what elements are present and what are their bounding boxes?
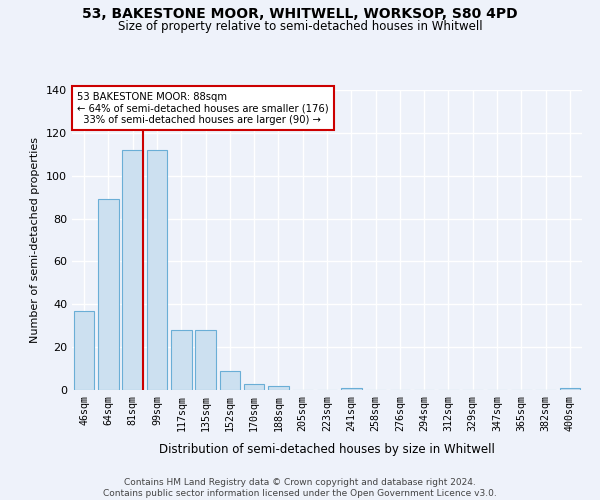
Bar bbox=[146, 150, 167, 390]
Bar bbox=[122, 150, 143, 390]
Text: 53, BAKESTONE MOOR, WHITWELL, WORKSOP, S80 4PD: 53, BAKESTONE MOOR, WHITWELL, WORKSOP, S… bbox=[82, 8, 518, 22]
Bar bbox=[244, 384, 265, 390]
Y-axis label: Number of semi-detached properties: Number of semi-detached properties bbox=[31, 137, 40, 343]
Bar bbox=[560, 388, 580, 390]
Bar bbox=[220, 370, 240, 390]
Text: Distribution of semi-detached houses by size in Whitwell: Distribution of semi-detached houses by … bbox=[159, 442, 495, 456]
Bar bbox=[171, 330, 191, 390]
Text: 53 BAKESTONE MOOR: 88sqm
← 64% of semi-detached houses are smaller (176)
  33% o: 53 BAKESTONE MOOR: 88sqm ← 64% of semi-d… bbox=[77, 92, 329, 124]
Bar bbox=[74, 310, 94, 390]
Text: Contains HM Land Registry data © Crown copyright and database right 2024.
Contai: Contains HM Land Registry data © Crown c… bbox=[103, 478, 497, 498]
Bar bbox=[195, 330, 216, 390]
Bar bbox=[341, 388, 362, 390]
Bar bbox=[268, 386, 289, 390]
Bar bbox=[98, 200, 119, 390]
Text: Size of property relative to semi-detached houses in Whitwell: Size of property relative to semi-detach… bbox=[118, 20, 482, 33]
